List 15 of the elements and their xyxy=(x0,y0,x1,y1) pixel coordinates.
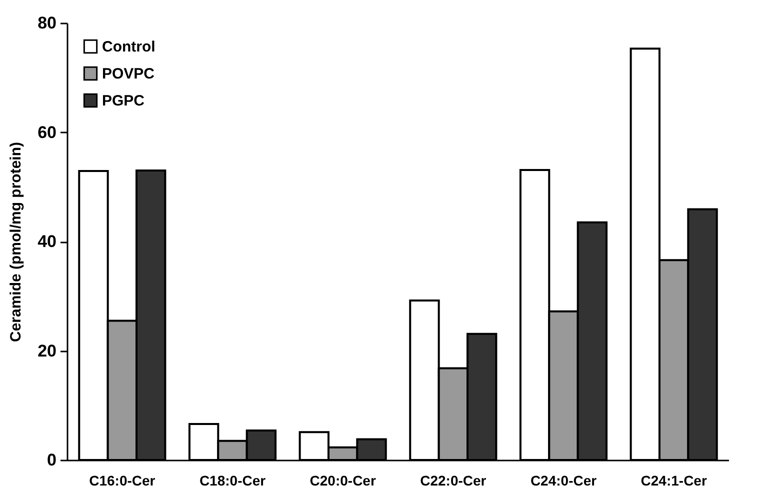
y-tick-label: 20 xyxy=(38,341,56,360)
y-tick-label: 80 xyxy=(38,14,56,32)
legend-label: POVPC xyxy=(102,66,155,82)
x-tick-label: C24:1-Cer xyxy=(640,472,708,488)
x-tick-label: C16:0-Cer xyxy=(89,472,156,488)
y-tick-label: 0 xyxy=(47,450,56,470)
y-tick-label: 40 xyxy=(38,232,56,251)
legend-label: PGPC xyxy=(102,92,145,110)
x-tick-label: C20:0-Cer xyxy=(310,472,376,488)
y-axis-title: Ceramide (pmol/mg protein) xyxy=(8,142,25,342)
x-tick-label: C24:0-Cer xyxy=(530,472,598,488)
x-tick-label: C18:0-Cer xyxy=(199,472,266,488)
legend-label: Control xyxy=(102,38,156,56)
y-tick-label: 60 xyxy=(38,122,56,142)
x-tick-label: C22:0-Cer xyxy=(420,472,487,488)
